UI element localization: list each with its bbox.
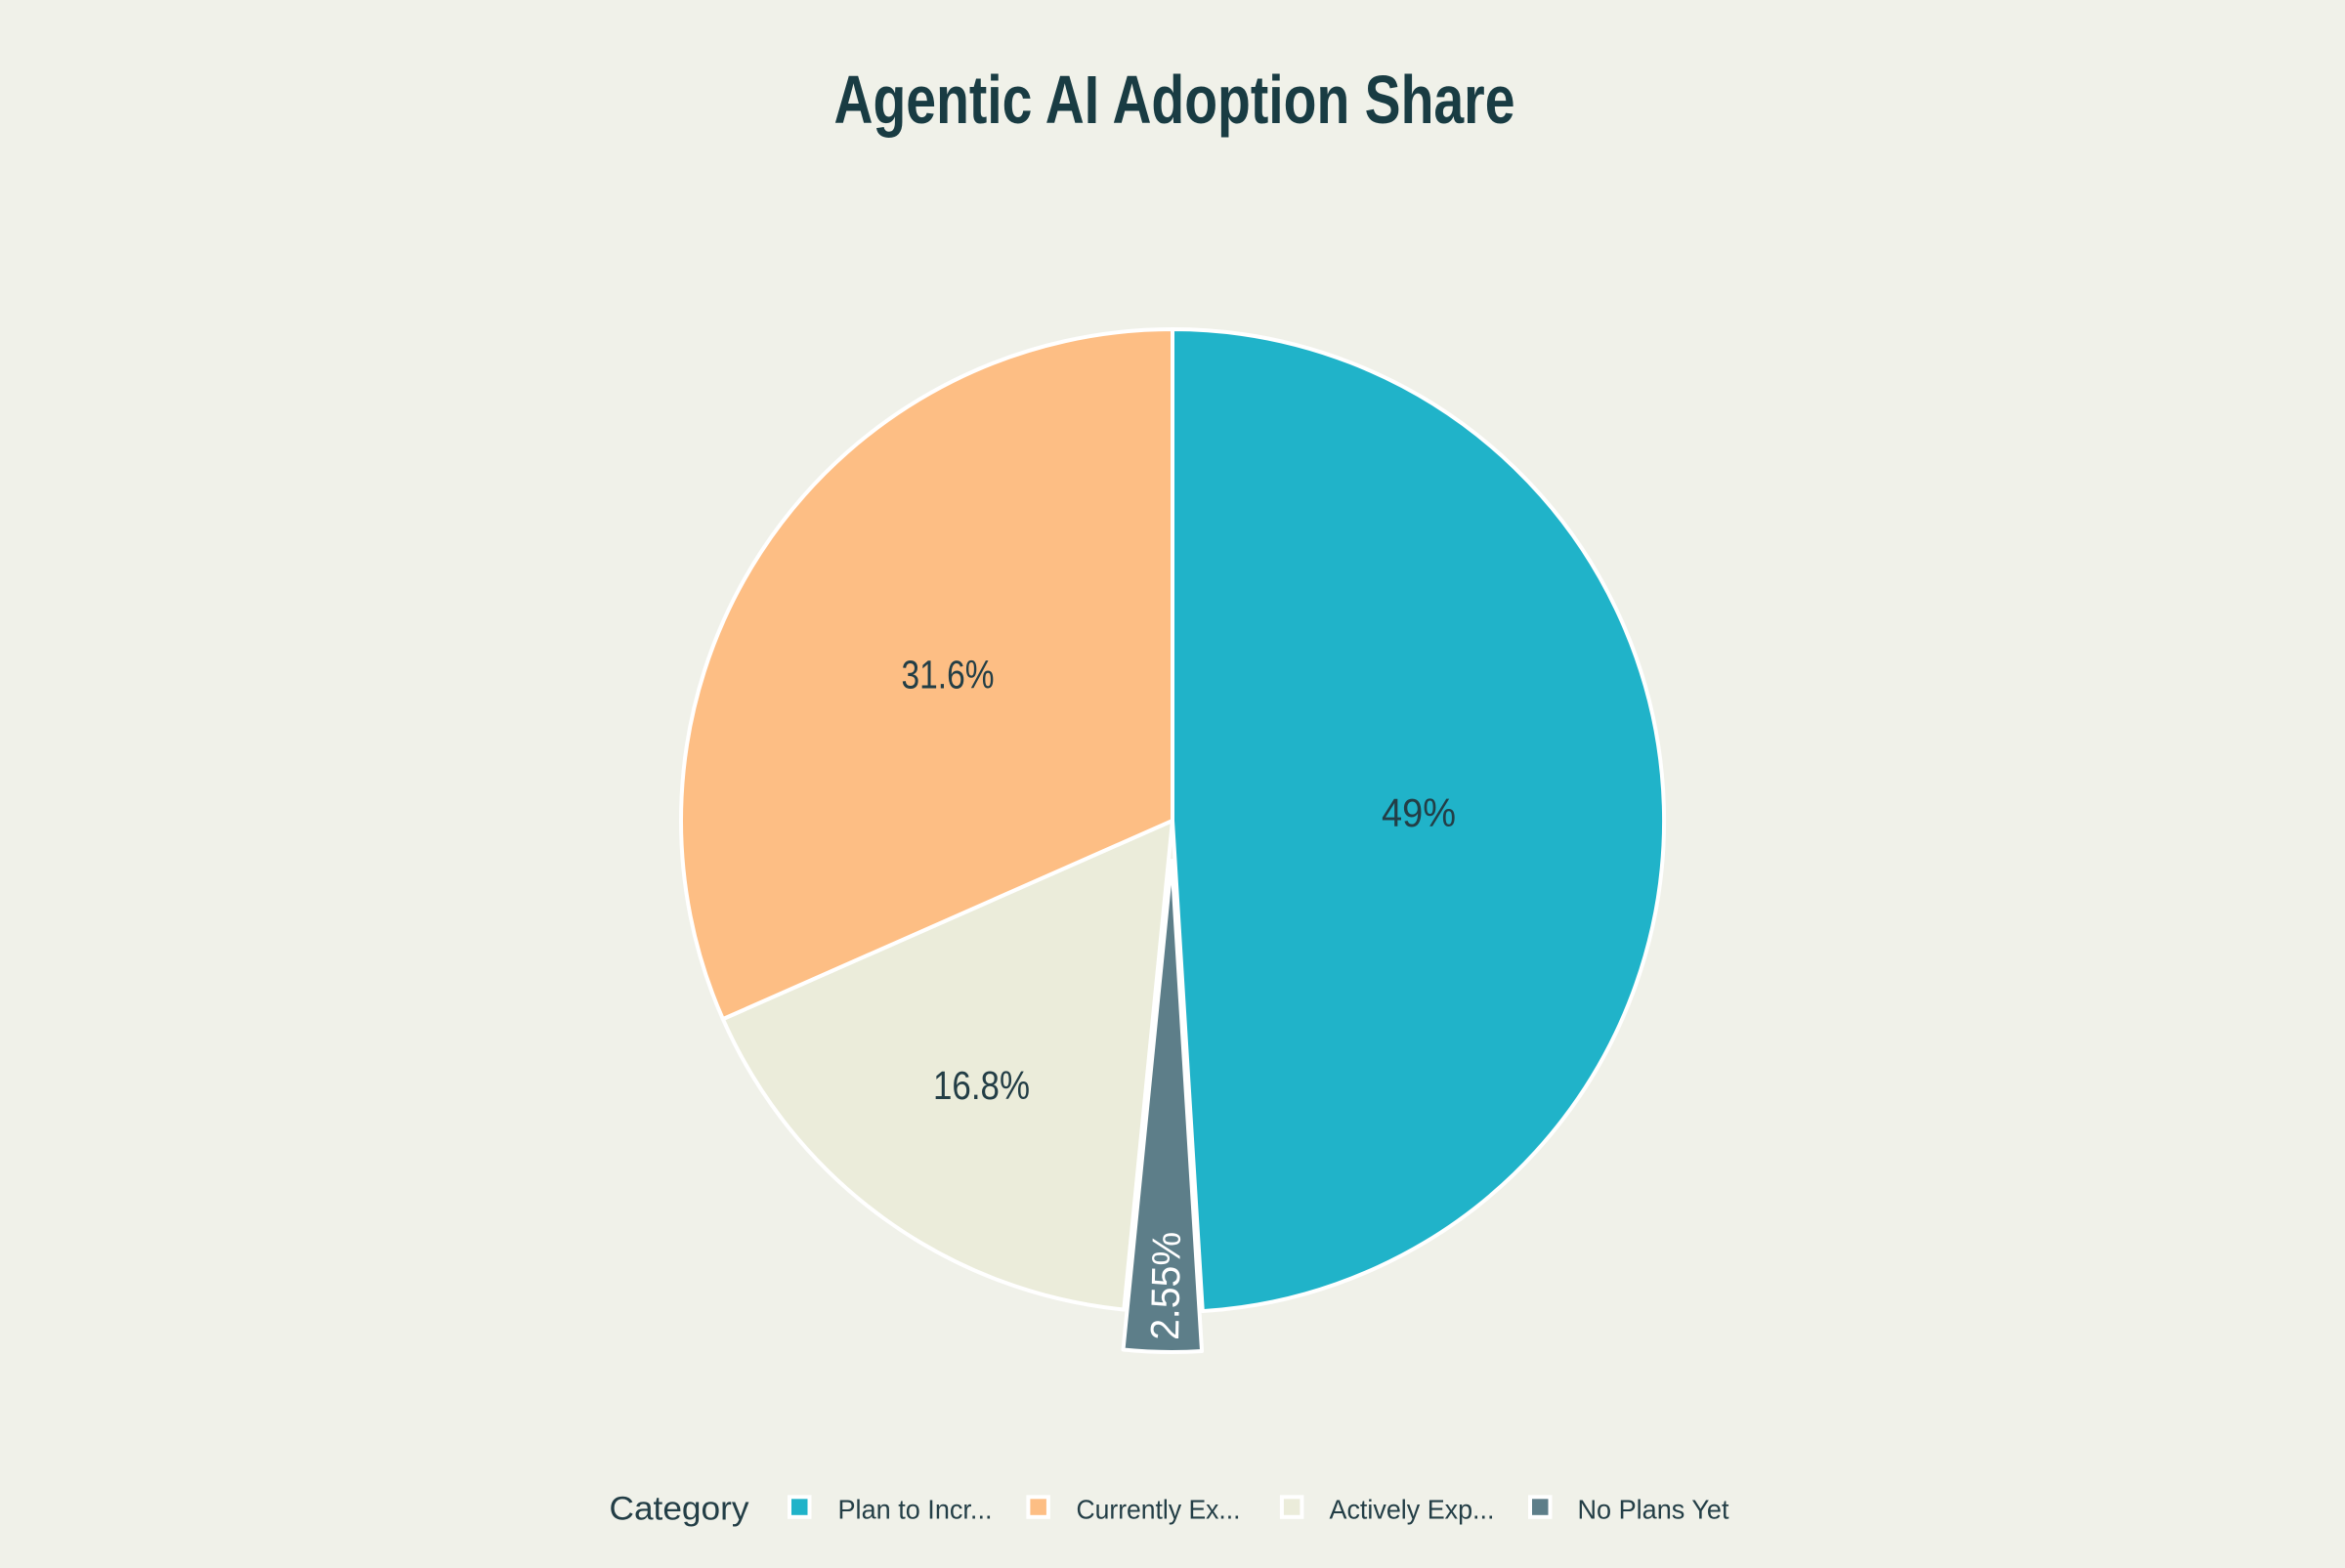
svg-text:16.8%: 16.8% [933, 1063, 1030, 1108]
svg-text:Plan to Incr...: Plan to Incr... [838, 1495, 993, 1525]
svg-text:31.6%: 31.6% [902, 652, 995, 697]
svg-text:49%: 49% [1382, 790, 1456, 835]
svg-text:Actively Exp...: Actively Exp... [1330, 1495, 1495, 1525]
svg-text:Category: Category [610, 1491, 749, 1528]
svg-text:Agentic AI Adoption Share: Agentic AI Adoption Share [834, 62, 1515, 138]
svg-text:2.55%: 2.55% [1142, 1231, 1189, 1340]
svg-text:No Plans Yet: No Plans Yet [1578, 1495, 1729, 1525]
svg-text:Currently Ex...: Currently Ex... [1077, 1495, 1241, 1525]
